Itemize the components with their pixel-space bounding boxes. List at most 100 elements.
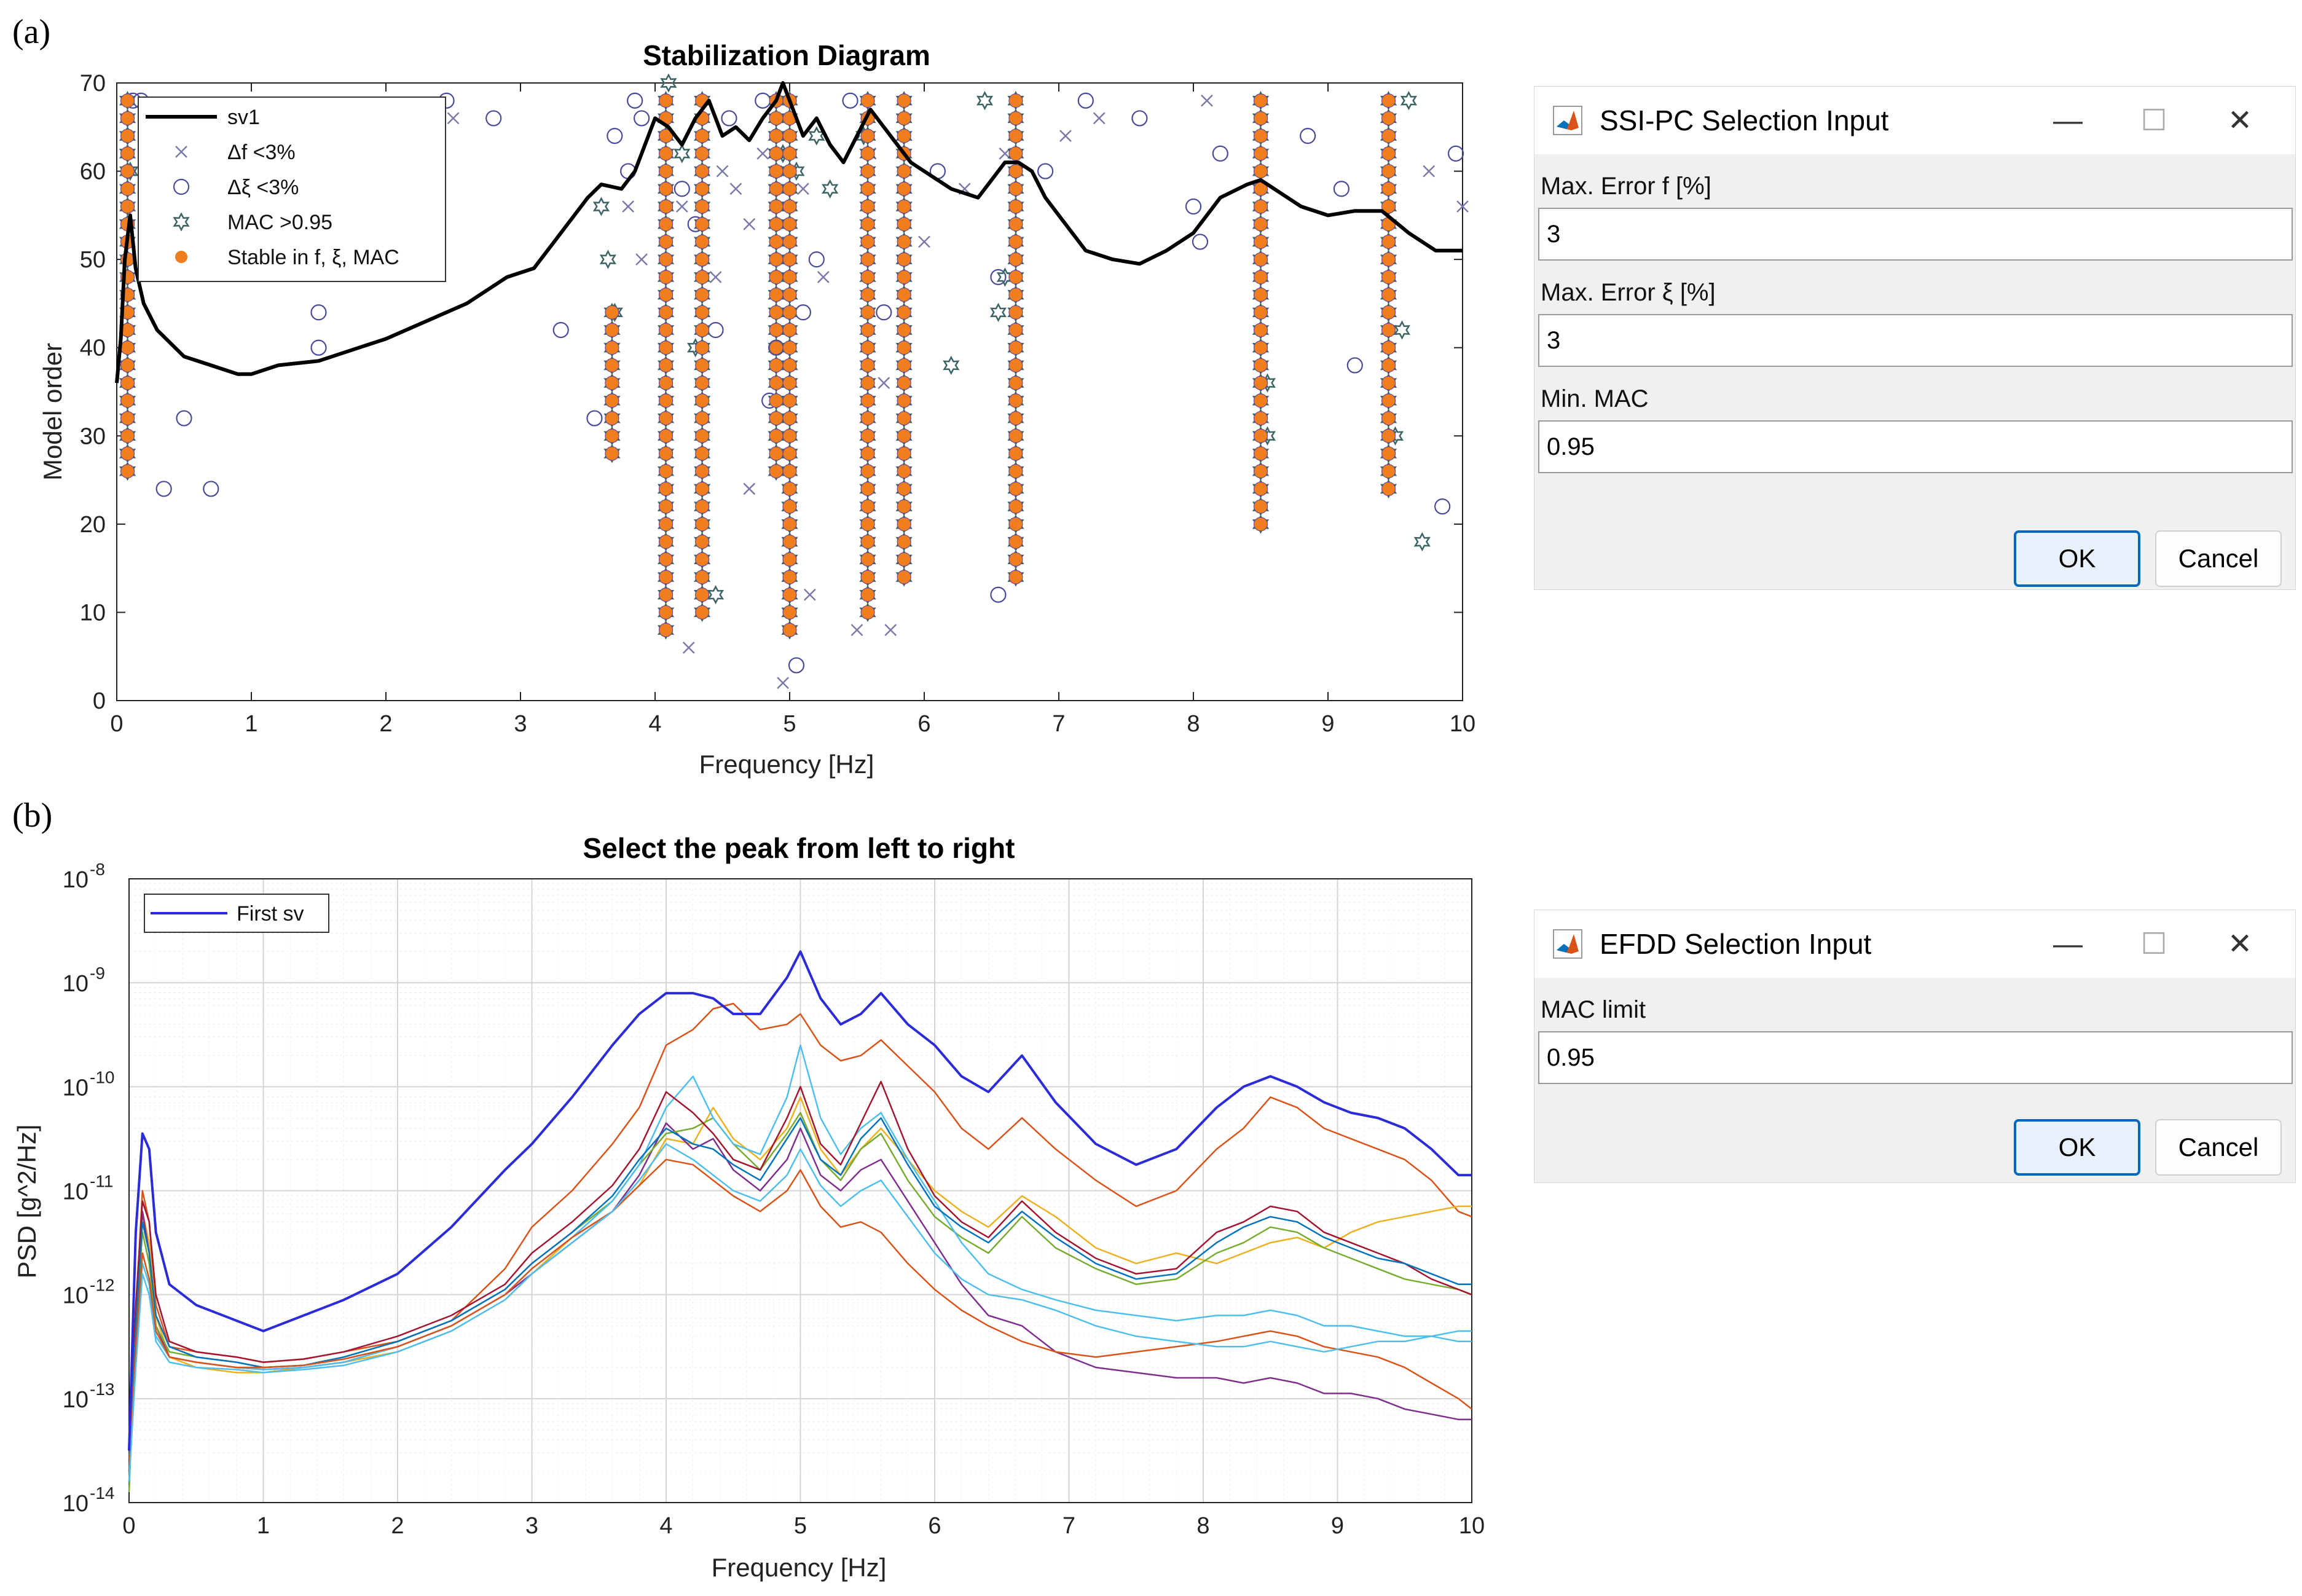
psd-line-sv6 bbox=[128, 1044, 1472, 1482]
mac-marker bbox=[1007, 126, 1024, 146]
x-tick-label: 7 bbox=[1063, 1513, 1075, 1539]
mac-marker bbox=[859, 391, 876, 411]
stable-marker bbox=[782, 481, 797, 497]
mac-marker bbox=[1252, 320, 1270, 340]
minimize-icon[interactable]: — bbox=[2053, 927, 2083, 961]
mac-marker bbox=[657, 302, 675, 322]
stable-marker bbox=[1381, 163, 1396, 179]
ssi-pc-dialog: SSI-PC Selection Input — ☐ ✕ Max. Error … bbox=[1534, 86, 2296, 590]
df-marker bbox=[884, 624, 897, 637]
mac-marker bbox=[1380, 355, 1397, 375]
mac-marker bbox=[657, 232, 675, 252]
maximize-icon[interactable]: ☐ bbox=[2140, 928, 2167, 961]
stable-marker bbox=[120, 93, 135, 108]
stable-marker bbox=[1381, 446, 1396, 461]
close-icon[interactable]: ✕ bbox=[2227, 928, 2253, 961]
x-tick-label: 0 bbox=[122, 1513, 135, 1539]
dxi-marker bbox=[1300, 128, 1316, 144]
mac-marker bbox=[781, 532, 798, 552]
ssi-pc-titlebar[interactable]: SSI-PC Selection Input — ☐ ✕ bbox=[1534, 87, 2295, 154]
stable-marker bbox=[782, 199, 797, 214]
mac-marker bbox=[781, 232, 798, 252]
mac-marker bbox=[859, 285, 876, 305]
x-tick-label: 8 bbox=[1187, 711, 1200, 737]
mac-marker bbox=[603, 408, 621, 428]
mac-marker bbox=[1380, 337, 1397, 358]
mac-marker bbox=[895, 514, 913, 534]
stable-marker bbox=[120, 464, 135, 479]
mac-marker bbox=[657, 214, 675, 234]
max-error-f-input[interactable]: 3 bbox=[1538, 208, 2293, 261]
stable-marker bbox=[897, 323, 911, 337]
mac-marker bbox=[781, 179, 798, 199]
mac-marker bbox=[657, 497, 675, 516]
x-tick-label: 6 bbox=[917, 711, 930, 737]
mac-marker bbox=[859, 602, 876, 623]
stable-marker bbox=[769, 393, 784, 408]
mac-marker bbox=[657, 373, 675, 393]
efdd-titlebar[interactable]: EFDD Selection Input — ☐ ✕ bbox=[1534, 910, 2295, 978]
mac-marker bbox=[694, 426, 711, 446]
mac-marker bbox=[859, 585, 876, 605]
maximize-icon[interactable]: ☐ bbox=[2140, 104, 2167, 137]
mac-marker bbox=[694, 214, 711, 234]
stable-marker bbox=[1381, 252, 1396, 267]
legend-label: MAC >0.95 bbox=[227, 211, 332, 234]
legend-label: First sv bbox=[237, 902, 304, 926]
mac-marker bbox=[1007, 532, 1024, 552]
mac-marker bbox=[1007, 479, 1024, 499]
stable-marker bbox=[1253, 411, 1268, 426]
mac-marker bbox=[895, 144, 913, 163]
ok-button[interactable]: OK bbox=[2014, 1119, 2140, 1176]
stable-marker bbox=[782, 146, 797, 161]
mac-marker bbox=[603, 302, 621, 322]
stable-marker bbox=[1008, 340, 1023, 355]
mac-marker bbox=[694, 373, 711, 393]
mac-marker bbox=[119, 408, 136, 428]
stable-marker bbox=[769, 305, 784, 320]
y-tick-label: 60 bbox=[80, 159, 106, 185]
mac-marker bbox=[1007, 302, 1024, 322]
df-marker bbox=[447, 112, 460, 125]
stable-marker bbox=[769, 323, 784, 337]
stable-marker bbox=[1008, 93, 1023, 108]
ok-button[interactable]: OK bbox=[2014, 530, 2140, 587]
stable-marker bbox=[695, 464, 710, 479]
stable-marker bbox=[658, 446, 674, 461]
mac-marker bbox=[119, 426, 136, 446]
stable-marker bbox=[860, 340, 875, 355]
stable-marker bbox=[897, 252, 911, 267]
max-error-xi-input[interactable]: 3 bbox=[1538, 314, 2293, 367]
stable-marker bbox=[1253, 111, 1268, 126]
min-mac-input[interactable]: 0.95 bbox=[1538, 420, 2293, 473]
mac-marker bbox=[1252, 355, 1270, 375]
stable-marker bbox=[658, 287, 674, 302]
mac-marker bbox=[895, 214, 913, 234]
mac-marker bbox=[694, 444, 711, 463]
stable-marker bbox=[782, 181, 797, 196]
mac-marker bbox=[1252, 144, 1270, 163]
mac-marker bbox=[119, 391, 136, 411]
mac-marker bbox=[119, 197, 136, 216]
y-tick-exponent: -8 bbox=[90, 860, 105, 879]
stable-marker bbox=[897, 534, 911, 549]
minimize-icon[interactable]: — bbox=[2053, 104, 2083, 137]
cancel-button[interactable]: Cancel bbox=[2155, 530, 2282, 587]
mac-marker bbox=[895, 232, 913, 252]
dxi-marker bbox=[990, 586, 1007, 603]
mac-marker bbox=[781, 338, 798, 358]
stable-marker bbox=[782, 234, 797, 250]
stable-marker bbox=[782, 588, 797, 602]
close-icon[interactable]: ✕ bbox=[2227, 104, 2253, 137]
mac-marker bbox=[1252, 91, 1270, 111]
cancel-button[interactable]: Cancel bbox=[2155, 1119, 2282, 1176]
mac-marker bbox=[1007, 320, 1024, 340]
dxi-marker bbox=[176, 410, 192, 427]
mac-marker bbox=[895, 479, 913, 499]
dxi-marker bbox=[1447, 145, 1464, 162]
mac-marker bbox=[1380, 267, 1397, 287]
stable-marker bbox=[1008, 375, 1023, 390]
stable-marker bbox=[695, 146, 710, 161]
dxi-marker bbox=[203, 481, 219, 497]
mac-limit-input[interactable]: 0.95 bbox=[1538, 1031, 2293, 1084]
